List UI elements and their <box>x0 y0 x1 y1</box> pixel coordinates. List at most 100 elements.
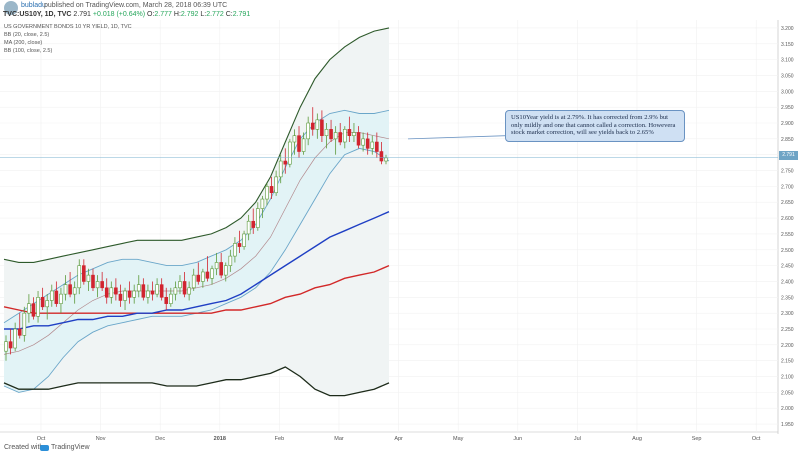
time-tick-label: Sep <box>692 436 702 442</box>
tradingview-logo-icon <box>40 445 49 451</box>
candle-body <box>223 265 228 276</box>
candle-body <box>13 328 17 349</box>
indicator-bb100[interactable]: BB (100, close, 2.5) <box>4 48 53 54</box>
candle-body <box>173 287 178 295</box>
candle-body <box>251 220 256 228</box>
bb20-fill <box>4 110 389 393</box>
candle-body <box>356 132 361 146</box>
candle-body <box>72 287 77 295</box>
indicator-title: US GOVERNMENT BONDS 10 YR YIELD, 1D, TVC <box>4 24 132 30</box>
price-axis <box>778 20 800 432</box>
candle-body <box>370 141 375 149</box>
candle-body <box>228 255 233 266</box>
candle-body <box>155 284 159 295</box>
time-tick-label: Aug <box>632 436 642 442</box>
candle-body <box>260 198 265 209</box>
candle-body <box>169 293 173 304</box>
candle-body <box>114 287 118 295</box>
price-tick-label: 2.750 <box>781 169 794 175</box>
indicator-bb20[interactable]: BB (20, close, 2.5) <box>4 32 50 38</box>
candle-body <box>265 186 269 200</box>
candle-body <box>45 300 50 308</box>
candle-body <box>164 297 169 304</box>
candle-body <box>109 287 114 298</box>
price-tick-label: 2.400 <box>781 279 794 285</box>
high-label: H: <box>173 11 181 18</box>
candle-body <box>205 271 210 279</box>
price-tick-label: 2.000 <box>781 406 794 412</box>
price-tick-label: 2.550 <box>781 232 794 238</box>
candle-body <box>123 290 127 301</box>
time-tick-label: May <box>453 436 464 442</box>
time-tick-label: Oct <box>752 436 761 442</box>
candle-body <box>127 290 132 298</box>
price-tick-label: 2.050 <box>781 390 794 396</box>
candle-body <box>4 341 8 352</box>
ticker-line: TVC:US10Y, 1D, TVC 2.791 +0.018 (+0.64%)… <box>3 11 250 18</box>
bb20-basis-line <box>3 132 390 355</box>
candle-body <box>297 135 301 152</box>
close-value: 2.791 <box>232 11 251 18</box>
price-tick-label: 3.200 <box>781 26 794 32</box>
candle-body <box>242 233 246 247</box>
author-name[interactable]: bubladu <box>21 2 46 9</box>
candle-body <box>320 119 324 136</box>
candle-body <box>86 274 91 282</box>
candle-body <box>292 135 297 143</box>
candle-body <box>347 129 352 136</box>
open-value: 2.777 <box>154 11 172 18</box>
candle-body <box>361 138 365 146</box>
time-tick-label: Mar <box>334 436 344 442</box>
candle-body <box>283 160 288 165</box>
price-tick-label: 2.250 <box>781 327 794 333</box>
price-tick-label: 2.700 <box>781 184 794 190</box>
candle-body <box>338 132 343 143</box>
candle-body <box>196 274 201 282</box>
price-tick-label: 2.200 <box>781 343 794 349</box>
candle-body <box>68 284 72 295</box>
candle-body <box>159 284 164 298</box>
candle-body <box>384 157 388 162</box>
author-avatar[interactable] <box>4 1 18 15</box>
candle-body <box>118 293 123 301</box>
candle-body <box>146 290 150 298</box>
price-tick-label: 2.100 <box>781 375 794 381</box>
candle-body <box>342 129 347 143</box>
price-tick-label: 2.600 <box>781 216 794 222</box>
ma-blue-line <box>4 211 390 330</box>
candle-body <box>187 287 191 295</box>
tradingview-brand[interactable]: TradingView <box>51 444 90 451</box>
time-tick-label: Dec <box>155 436 165 442</box>
header-bar: bubladu published on TradingView.com, Ma… <box>0 0 800 20</box>
close-label: C: <box>225 11 233 18</box>
bb100-lower-line <box>3 366 390 397</box>
candle-body <box>375 141 379 152</box>
candle-body <box>27 303 31 314</box>
published-info: published on TradingView.com, March 28, … <box>44 2 228 9</box>
price-tick-label: 2.450 <box>781 264 794 270</box>
symbol-label: TVC:US10Y, 1D, TVC <box>3 11 72 18</box>
candle-body <box>63 284 68 295</box>
price-tick-label: 3.050 <box>781 73 794 79</box>
annotation-callout[interactable]: US10Year yield is at 2.79%. It has corre… <box>505 110 685 142</box>
candle-body <box>278 160 283 178</box>
candle-body <box>315 119 320 130</box>
candle-body <box>210 268 214 279</box>
candle-body <box>40 297 45 308</box>
candle-body <box>36 297 40 317</box>
last-price-tag: 2.791 <box>779 151 798 160</box>
candle-body <box>365 138 370 149</box>
candle-body <box>150 290 155 295</box>
indicator-ma200[interactable]: MA (200, close) <box>4 40 43 46</box>
candle-body <box>77 265 82 289</box>
candle-body <box>214 262 219 270</box>
candle-body <box>59 293 63 304</box>
price-tick-label: 2.150 <box>781 359 794 365</box>
time-tick-label: Nov <box>96 436 106 442</box>
candle-body <box>310 122 315 130</box>
candle-body <box>91 274 95 289</box>
time-tick-label: Jul <box>574 436 581 442</box>
candle-body <box>301 138 306 152</box>
time-tick-label: 2018 <box>214 436 226 442</box>
